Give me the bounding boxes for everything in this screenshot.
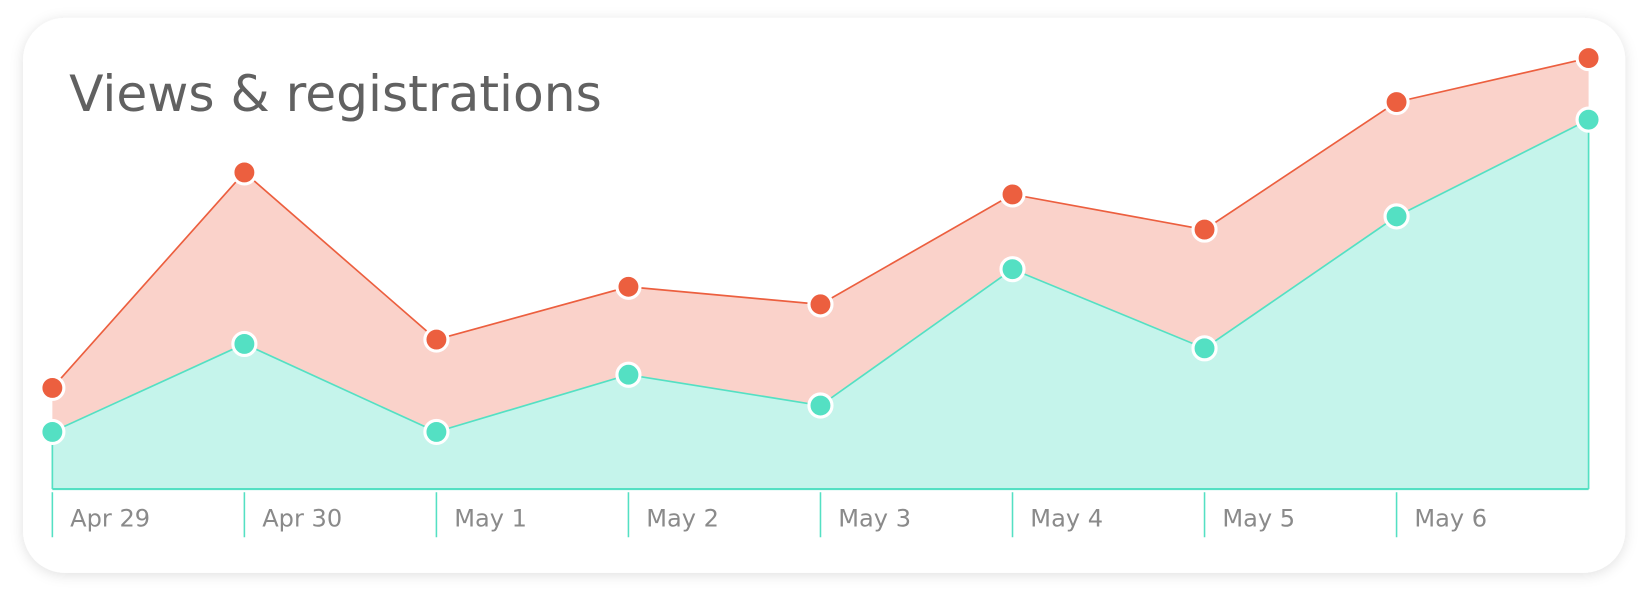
- point: [615, 361, 642, 388]
- x-tick-label: Apr 30: [262, 504, 342, 532]
- point: [999, 181, 1026, 208]
- chart-title: Views & registrations: [69, 64, 602, 123]
- plot: Apr 29 Apr 30 May 1 May 2 May 3 May 4 May 5 May…: [39, 44, 1602, 538]
- point: [1191, 216, 1218, 243]
- point: [615, 273, 642, 300]
- x-tick-label: May 6: [1414, 504, 1487, 532]
- x-tick-label: Apr 29: [70, 504, 150, 532]
- point: [1191, 335, 1218, 362]
- x-tick-label: May 3: [838, 504, 911, 532]
- point: [39, 374, 66, 402]
- point: [1383, 203, 1410, 230]
- point: [999, 256, 1026, 283]
- point: [39, 418, 66, 446]
- area-underlay: [52, 119, 1589, 490]
- point: [807, 392, 834, 419]
- x-tick-label: May 5: [1222, 504, 1295, 532]
- point: [1575, 106, 1602, 133]
- x-tick-label: May 2: [646, 504, 719, 532]
- area-fill: [52, 119, 1589, 490]
- point: [231, 330, 258, 358]
- point: [1383, 88, 1410, 116]
- point: [1575, 44, 1602, 72]
- point: [423, 326, 450, 353]
- x-tick-label: May 4: [1030, 504, 1103, 532]
- point: [231, 159, 258, 186]
- point: [807, 291, 834, 318]
- x-tick-label: May 1: [454, 504, 527, 532]
- point: [423, 418, 450, 446]
